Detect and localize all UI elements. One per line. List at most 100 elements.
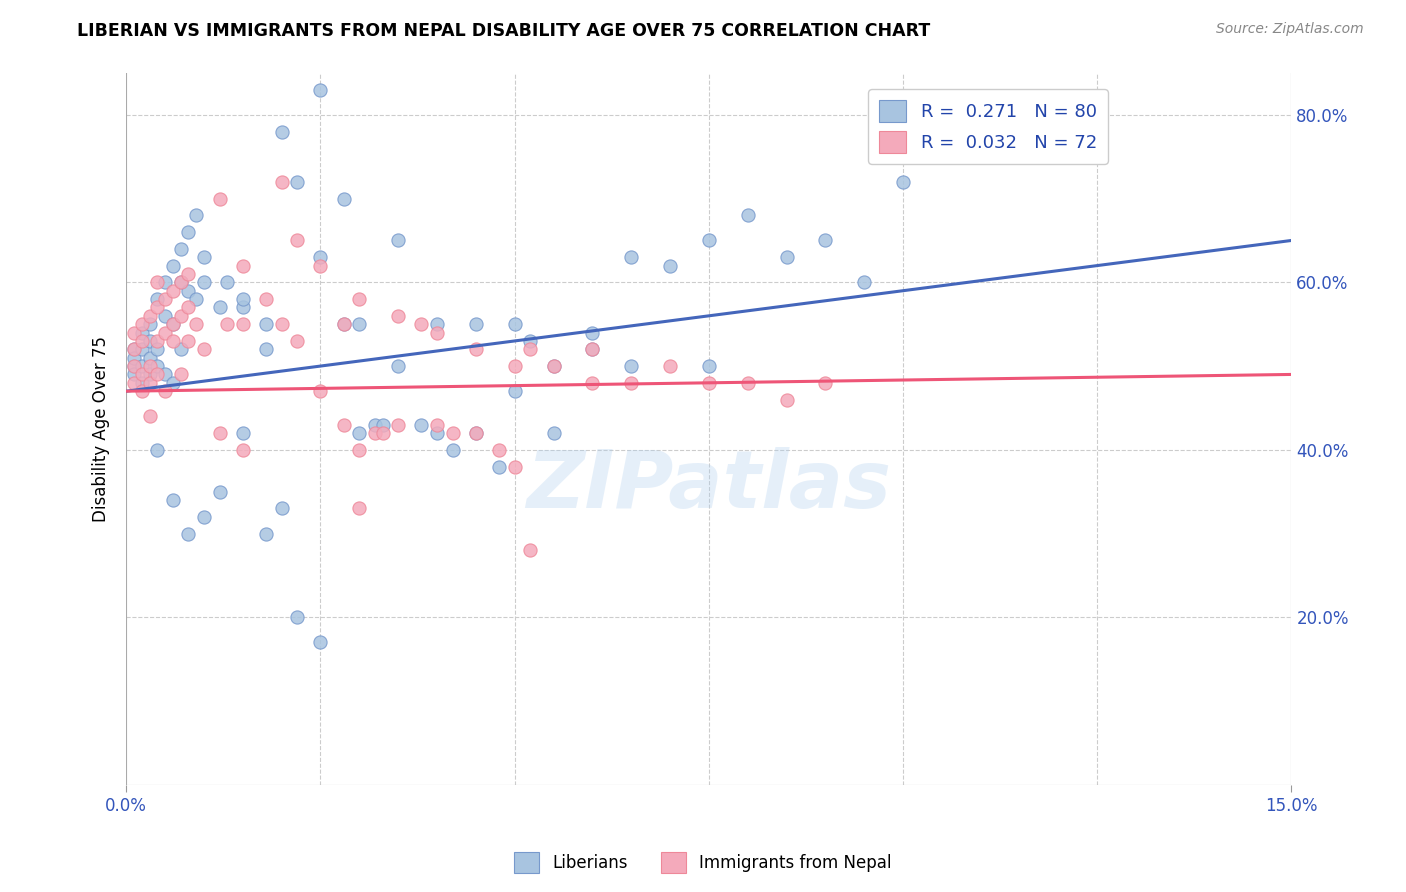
Point [270, 317, 292, 331]
Point [208, 301, 231, 315]
Point [503, 317, 526, 331]
Point [232, 301, 254, 315]
Point [285, 610, 308, 624]
Point [426, 417, 449, 432]
Point [162, 493, 184, 508]
Point [581, 376, 603, 390]
Point [232, 292, 254, 306]
Point [217, 317, 239, 331]
Point [775, 250, 797, 264]
Point [371, 425, 394, 440]
Point [186, 208, 208, 222]
Point [441, 425, 464, 440]
Point [153, 326, 176, 340]
Text: LIBERIAN VS IMMIGRANTS FROM NEPAL DISABILITY AGE OVER 75 CORRELATION CHART: LIBERIAN VS IMMIGRANTS FROM NEPAL DISABI… [77, 22, 931, 40]
Point [364, 425, 387, 440]
Point [131, 384, 153, 399]
Point [697, 234, 720, 248]
Point [122, 359, 145, 373]
Point [464, 317, 486, 331]
Point [146, 368, 169, 382]
Point [208, 192, 231, 206]
Text: Source: ZipAtlas.com: Source: ZipAtlas.com [1216, 22, 1364, 37]
Point [153, 276, 176, 290]
Legend: Liberians, Immigrants from Nepal: Liberians, Immigrants from Nepal [508, 846, 898, 880]
Point [254, 343, 277, 357]
Point [131, 359, 153, 373]
Point [177, 334, 200, 348]
Point [309, 259, 332, 273]
Point [814, 234, 837, 248]
Point [177, 301, 200, 315]
Point [170, 276, 193, 290]
Point [138, 334, 160, 348]
Point [122, 359, 145, 373]
Point [162, 317, 184, 331]
Point [162, 334, 184, 348]
Point [309, 635, 332, 649]
Point [153, 384, 176, 399]
Point [193, 509, 215, 524]
Point [232, 442, 254, 457]
Point [620, 376, 643, 390]
Point [146, 442, 169, 457]
Point [285, 175, 308, 189]
Point [581, 343, 603, 357]
Point [349, 425, 371, 440]
Point [543, 359, 565, 373]
Point [170, 309, 193, 323]
Point [270, 125, 292, 139]
Point [153, 292, 176, 306]
Point [170, 242, 193, 256]
Point [177, 284, 200, 298]
Point [285, 334, 308, 348]
Point [659, 359, 682, 373]
Point [208, 484, 231, 499]
Point [853, 276, 876, 290]
Point [138, 359, 160, 373]
Point [543, 359, 565, 373]
Point [737, 208, 759, 222]
Point [503, 384, 526, 399]
Point [349, 292, 371, 306]
Point [441, 442, 464, 457]
Point [131, 376, 153, 390]
Point [138, 317, 160, 331]
Point [333, 317, 356, 331]
Point [891, 175, 914, 189]
Point [697, 359, 720, 373]
Point [138, 368, 160, 382]
Point [146, 301, 169, 315]
Point [426, 317, 449, 331]
Point [232, 259, 254, 273]
Point [131, 334, 153, 348]
Point [464, 425, 486, 440]
Point [387, 309, 409, 323]
Point [581, 326, 603, 340]
Point [177, 225, 200, 239]
Point [333, 317, 356, 331]
Point [333, 417, 356, 432]
Point [138, 376, 160, 390]
Legend: R =  0.271   N = 80, R =  0.032   N = 72: R = 0.271 N = 80, R = 0.032 N = 72 [869, 89, 1108, 164]
Y-axis label: Disability Age Over 75: Disability Age Over 75 [93, 336, 110, 522]
Point [131, 368, 153, 382]
Point [697, 376, 720, 390]
Point [620, 250, 643, 264]
Point [193, 250, 215, 264]
Point [122, 343, 145, 357]
Point [146, 343, 169, 357]
Point [217, 276, 239, 290]
Point [519, 543, 541, 558]
Point [254, 292, 277, 306]
Point [349, 501, 371, 516]
Point [170, 368, 193, 382]
Point [620, 359, 643, 373]
Point [349, 317, 371, 331]
Point [138, 409, 160, 424]
Point [285, 234, 308, 248]
Point [162, 376, 184, 390]
Point [153, 309, 176, 323]
Point [387, 359, 409, 373]
Point [519, 334, 541, 348]
